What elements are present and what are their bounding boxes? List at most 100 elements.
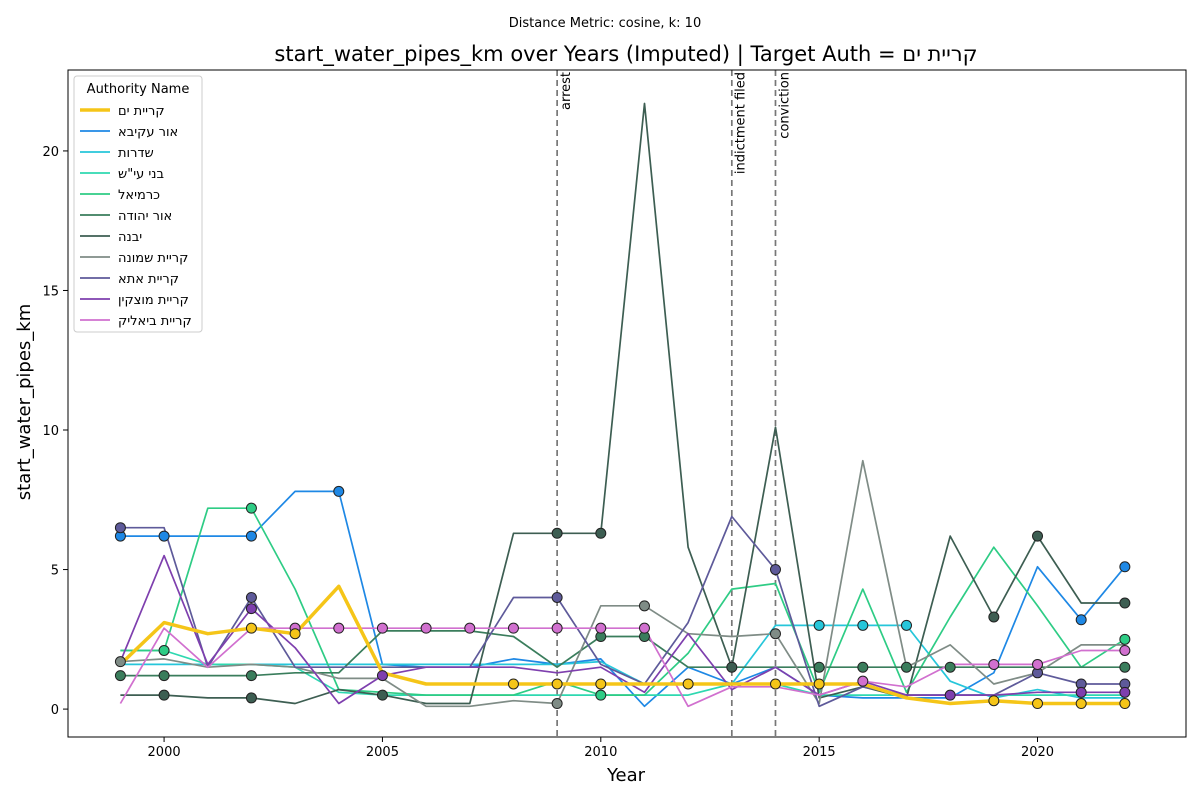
imputed-point: [245, 591, 257, 603]
imputed-point: [158, 644, 170, 656]
chart-suptitle: Distance Metric: cosine, k: 10: [509, 16, 701, 31]
imputed-point: [813, 619, 825, 631]
x-tick-label: 2020: [1021, 745, 1054, 760]
imputed-point: [988, 611, 1000, 623]
imputed-point: [245, 502, 257, 514]
legend-label: כרמיאל: [118, 188, 160, 203]
imputed-point: [245, 670, 257, 682]
imputed-point: [420, 622, 432, 634]
legend-label: בני עי"ש: [118, 167, 164, 182]
legend-label: קריית מוצקין: [118, 293, 189, 308]
series-line: [120, 507, 1126, 696]
imputed-point: [857, 619, 869, 631]
series-line: [119, 554, 1125, 705]
legend-frame: [73, 75, 203, 333]
imputed-point: [1119, 644, 1131, 656]
x-axis-label: Year: [606, 765, 646, 786]
imputed-point: [507, 622, 519, 634]
imputed-point: [944, 689, 956, 701]
imputed-point: [114, 656, 126, 668]
imputed-point: [813, 678, 825, 690]
imputed-point: [114, 670, 126, 682]
imputed-point: [245, 692, 257, 704]
imputed-point: [1119, 561, 1131, 573]
imputed-point: [901, 619, 912, 631]
imputed-point: [595, 678, 607, 690]
y-tick-label: 10: [42, 424, 59, 439]
x-tick-label: 2005: [366, 745, 399, 760]
imputed-point: [857, 661, 869, 673]
imputed-point: [551, 622, 563, 634]
imputed-point: [551, 527, 563, 539]
imputed-point: [595, 527, 607, 539]
imputed-point: [551, 678, 563, 690]
x-tick-label: 2000: [148, 745, 181, 760]
imputed-point: [988, 695, 1000, 707]
imputed-point: [158, 689, 170, 701]
y-tick-label: 5: [51, 564, 59, 579]
legend-label: קריית שמונה: [118, 251, 188, 266]
imputed-point: [988, 658, 1000, 670]
imputed-point: [1119, 633, 1131, 645]
imputed-point: [638, 600, 650, 612]
imputed-point: [245, 530, 257, 542]
imputed-point: [245, 622, 257, 634]
x-tick-label: 2010: [584, 745, 617, 760]
imputed-point: [464, 622, 476, 634]
y-tick-label: 15: [42, 284, 59, 299]
imputed-point: [595, 622, 607, 634]
imputed-point: [158, 530, 170, 542]
series-line: [120, 459, 1125, 708]
y-tick-label: 0: [51, 703, 59, 718]
imputed-point: [1075, 698, 1087, 710]
series-line: [120, 624, 1125, 699]
legend-title: Authority Name: [87, 82, 190, 97]
imputed-point: [1032, 658, 1044, 670]
imputed-point: [551, 591, 563, 603]
imputed-point: [638, 622, 650, 634]
imputed-point: [376, 622, 388, 634]
imputed-point: [769, 564, 781, 576]
imputed-point: [245, 603, 257, 615]
imputed-point: [1119, 686, 1131, 698]
imputed-point: [333, 485, 345, 497]
imputed-point: [376, 670, 388, 682]
legend-label: שדרות: [118, 146, 154, 161]
imputed-point: [1032, 698, 1044, 710]
imputed-point: [769, 678, 781, 690]
legend-label: קריית אתא: [118, 272, 179, 287]
imputed-point: [726, 661, 738, 673]
imputed-point: [333, 622, 345, 634]
x-tick-label: 2015: [803, 745, 836, 760]
series-line: [120, 630, 1125, 677]
chart-title: start_water_pipes_km over Years (Imputed…: [274, 42, 977, 67]
imputed-point: [289, 628, 301, 640]
imputed-point: [1032, 530, 1044, 542]
imputed-point: [1119, 661, 1131, 673]
legend-label: קריית ים: [118, 104, 165, 119]
imputed-point: [1119, 597, 1131, 609]
legend-label: אור עקיבא: [118, 125, 178, 140]
legend-label: אור יהודה: [118, 209, 172, 224]
legend-label: קריית ביאליק: [118, 314, 192, 329]
imputed-point: [158, 670, 170, 682]
imputed-point: [857, 675, 869, 687]
y-tick-label: 20: [42, 145, 59, 160]
legend: Authority Name קריית ים אור עקיבא שדרות בני…: [73, 75, 203, 333]
event-label: conviction: [777, 72, 792, 139]
imputed-point: [901, 661, 912, 673]
imputed-point: [1075, 686, 1087, 698]
imputed-point: [682, 678, 694, 690]
event-label: indictment filed: [734, 72, 749, 174]
imputed-point: [507, 678, 519, 690]
legend-label: יבנה: [118, 230, 142, 245]
imputed-point: [114, 522, 126, 534]
y-axis-label: start_water_pipes_km: [14, 304, 35, 500]
imputed-point: [1119, 698, 1131, 710]
imputed-point: [944, 661, 956, 673]
axes-frame: [67, 69, 1187, 738]
imputed-point: [551, 698, 563, 710]
series-line: [119, 584, 1125, 706]
